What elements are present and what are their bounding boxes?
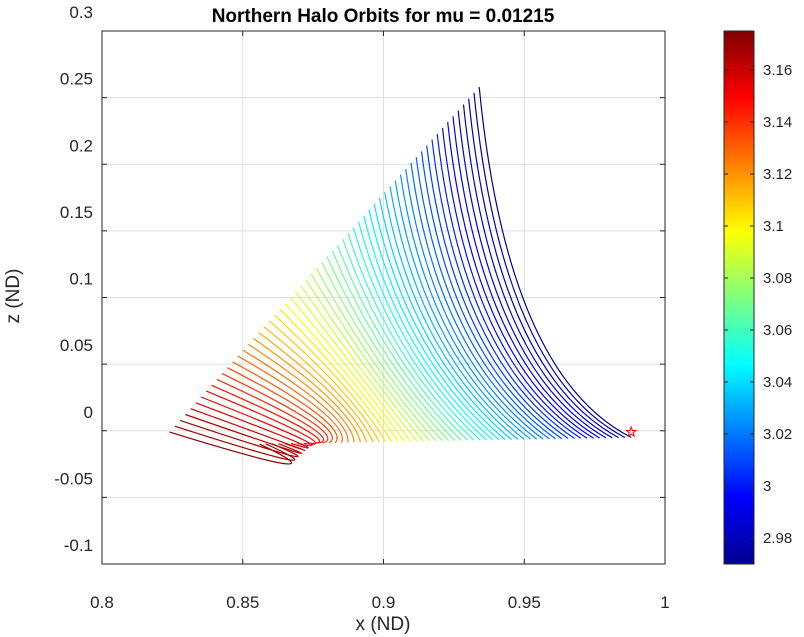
colorbar-tick-label: 3.12	[763, 166, 792, 183]
orbit-family	[169, 86, 638, 465]
orbit-curve	[457, 110, 607, 439]
orbit-curve	[436, 133, 582, 439]
orbit-curve	[462, 104, 613, 439]
orbit-curve	[310, 273, 431, 442]
orbit-curve	[352, 227, 481, 441]
orbit-curve	[289, 297, 405, 442]
orbit-curve	[300, 285, 418, 442]
orbit-curve	[478, 86, 632, 438]
star-marker	[625, 425, 638, 438]
orbit-curve	[185, 413, 302, 454]
y-tick-label: 0.25	[60, 70, 93, 89]
x-tick-label: 0.95	[508, 593, 541, 612]
orbit-curve	[373, 203, 506, 441]
orbit-curve	[263, 326, 374, 443]
orbit-curve	[190, 408, 306, 452]
y-axis-title: z (ND)	[3, 269, 24, 324]
orbit-curve	[169, 431, 292, 465]
orbit-curve	[200, 396, 313, 447]
orbit-curve	[336, 244, 462, 441]
orbit-curve	[242, 349, 349, 443]
orbit-curve	[405, 168, 544, 440]
x-tick-label: 0.8	[90, 593, 114, 612]
orbit-curve	[305, 279, 424, 442]
orbit-curve	[331, 250, 456, 442]
orbit-curve	[473, 92, 626, 439]
x-tick-label: 0.9	[372, 593, 396, 612]
colorbar-tick-label: 3.02	[763, 426, 792, 443]
orbit-curve	[227, 367, 333, 444]
orbit-curve	[232, 361, 338, 444]
y-tick-label: -0.1	[64, 536, 93, 555]
colorbar-tick-label: 3.16	[763, 62, 792, 79]
orbit-curve	[468, 98, 619, 439]
orbit-curve	[206, 390, 316, 445]
orbit-curve	[216, 378, 325, 444]
colorbar	[723, 30, 755, 565]
orbit-curve	[378, 197, 512, 441]
orbit-curve	[452, 116, 601, 439]
orbit-curve	[284, 302, 399, 442]
orbit-curve	[295, 291, 412, 442]
orbit-curve	[368, 209, 500, 441]
orbit-curve	[321, 262, 443, 442]
colorbar-tick-label: 3.14	[763, 114, 792, 131]
orbit-curve	[389, 186, 525, 440]
orbit-curve	[420, 151, 563, 440]
y-tick-label: 0.05	[60, 336, 93, 355]
orbit-curve	[247, 343, 355, 443]
orbit-curve	[415, 157, 556, 440]
colorbar-tick-label: 3.1	[763, 218, 784, 235]
x-axis-title: x (ND)	[356, 614, 411, 635]
orbit-curve	[426, 145, 569, 439]
orbit-curve	[357, 221, 487, 441]
x-tick-label: 0.85	[226, 593, 259, 612]
orbit-curve	[268, 320, 380, 443]
y-tick-label: 0.3	[69, 3, 93, 22]
y-tick-label: 0.15	[60, 203, 93, 222]
y-tick-label: 0.1	[69, 270, 93, 289]
orbit-curve	[363, 215, 494, 441]
colorbar-tick-label: 3	[763, 478, 771, 495]
colorbar-ticks: 2.98 3 3.02 3.04 3.06 3.08 3.1 3.12 3.14 3.16	[724, 62, 792, 547]
orbit-curve	[274, 314, 387, 443]
y-tick-label: 0	[84, 403, 93, 422]
orbit-curve	[179, 419, 299, 458]
orbit-curve	[315, 268, 437, 442]
chart-title: Northern Halo Orbits for mu = 0.01215	[212, 6, 555, 27]
orbit-curve	[279, 308, 393, 443]
x-tick-labels: 0.8 0.85 0.9 0.95 1	[90, 593, 670, 612]
orbit-curve	[326, 256, 450, 442]
colorbar-tick-label: 2.98	[763, 530, 792, 547]
orbit-curve	[447, 122, 594, 439]
y-tick-label: -0.05	[54, 469, 93, 488]
orbit-curve	[221, 373, 329, 444]
axes	[101, 30, 666, 565]
colorbar-tick-label: 3.04	[763, 374, 792, 391]
y-tick-labels: -0.1 -0.05 0 0.05 0.1 0.15 0.2 0.25 0.3	[54, 3, 93, 555]
y-tick-label: 0.2	[69, 136, 93, 155]
orbit-curve	[253, 338, 361, 443]
orbit-curve	[431, 139, 575, 439]
orbit-curve	[237, 355, 343, 443]
orbit-curve	[342, 238, 468, 441]
orbit-curve	[195, 402, 309, 449]
colorbar-tick-label: 3.08	[763, 270, 792, 287]
orbit-curve	[399, 174, 538, 440]
orbit-curve	[347, 233, 475, 441]
orbit-curve	[174, 425, 296, 461]
orbit-curve	[410, 162, 550, 440]
colorbar-tick-label: 3.06	[763, 322, 792, 339]
orbit-curve	[384, 192, 519, 440]
orbit-curve	[258, 332, 368, 443]
x-tick-label: 1	[660, 593, 669, 612]
orbit-curve	[441, 127, 588, 439]
orbit-curve	[394, 180, 531, 440]
